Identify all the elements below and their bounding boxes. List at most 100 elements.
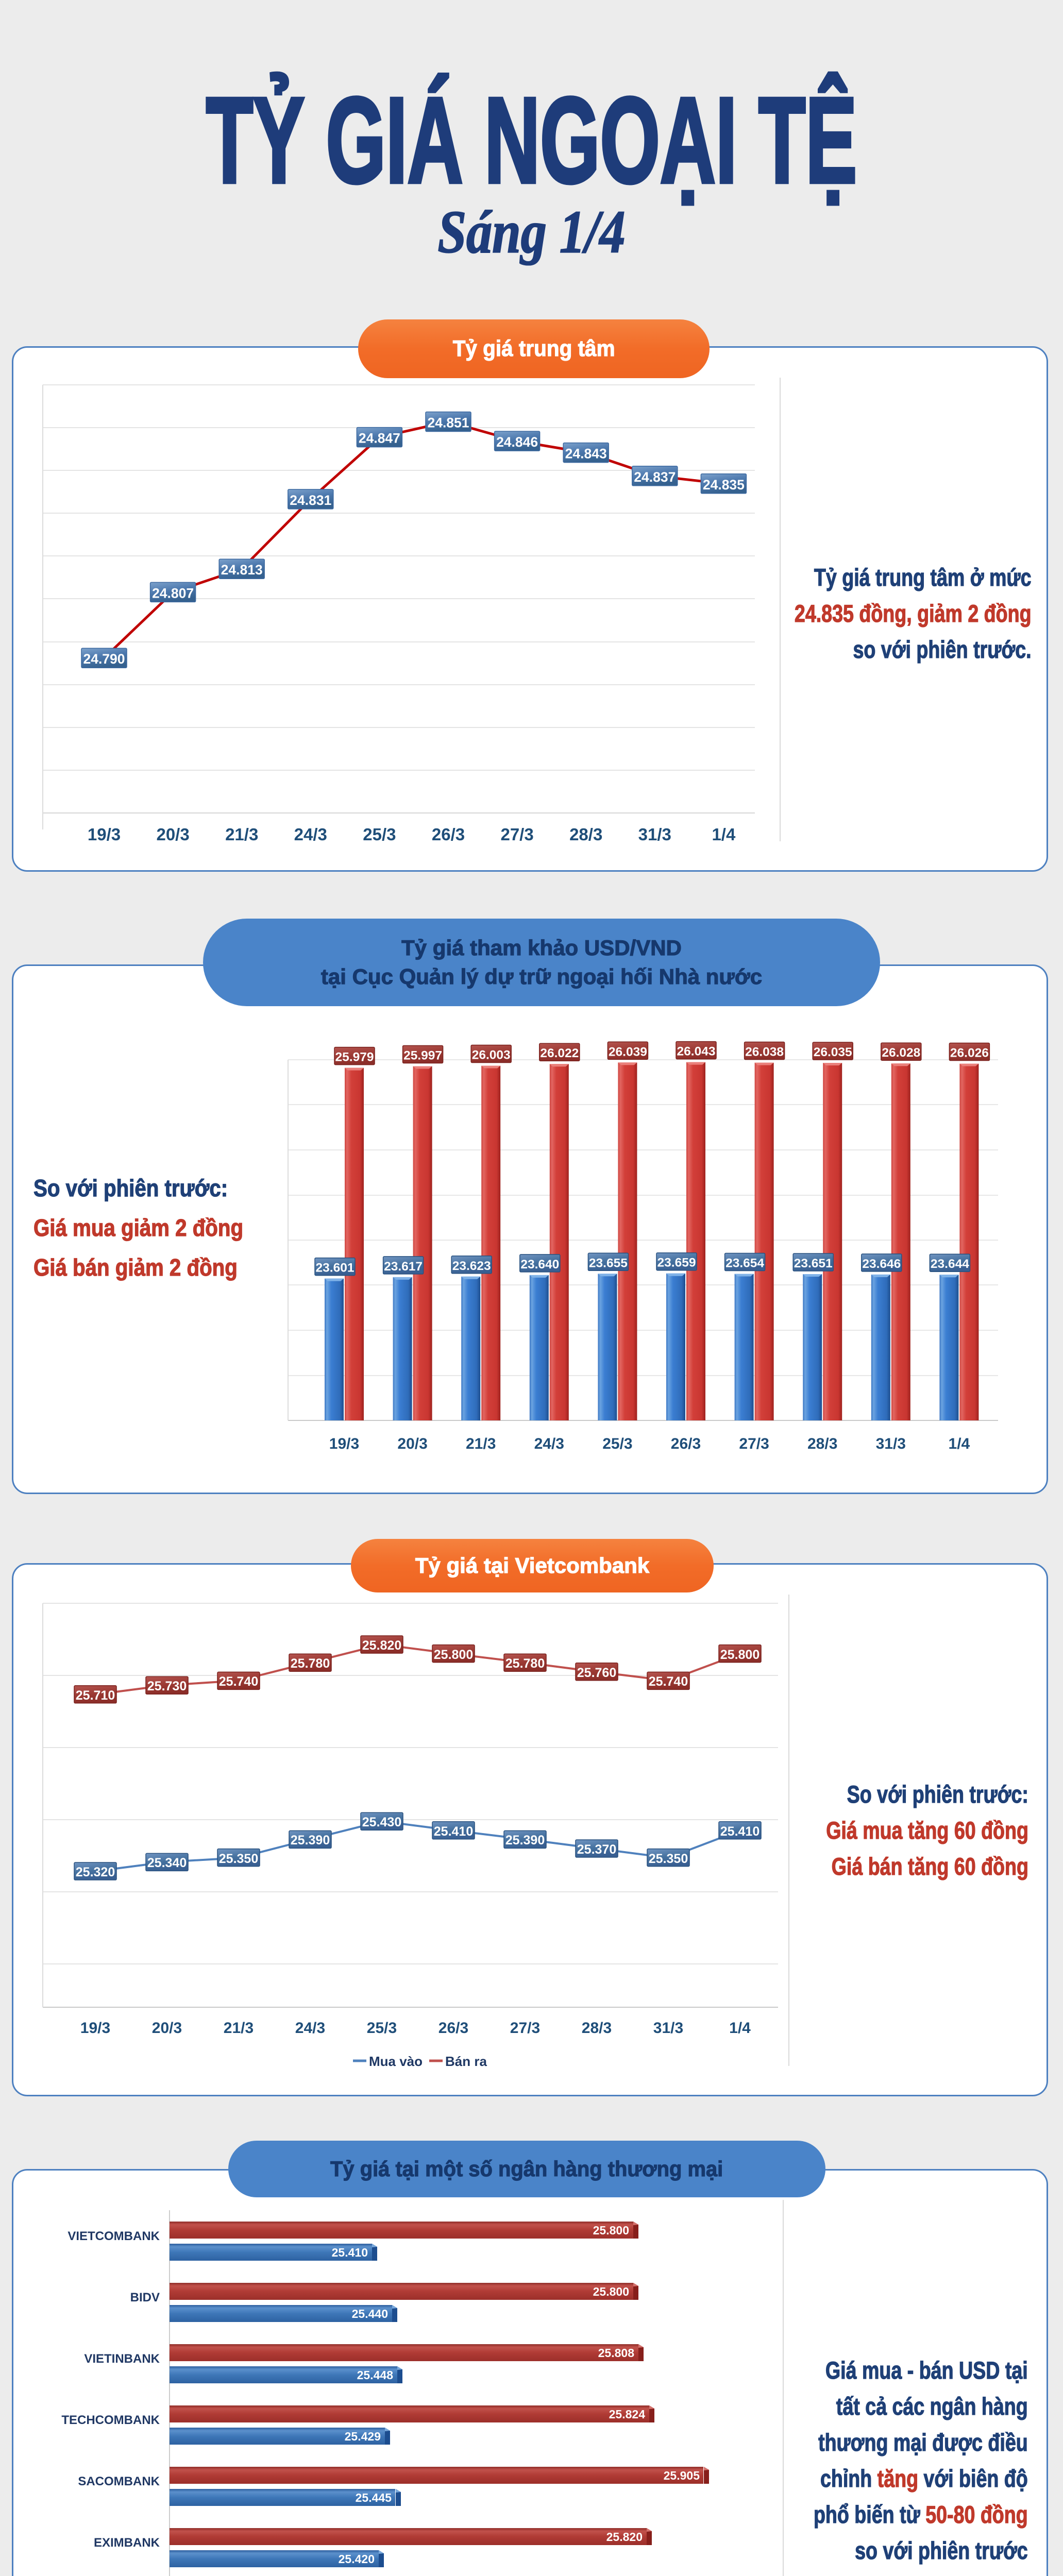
svg-text:23.617: 23.617 [384,1260,423,1274]
svg-text:24.831: 24.831 [290,493,331,508]
svg-text:25.429: 25.429 [345,2430,381,2443]
svg-text:27/3: 27/3 [739,1435,769,1452]
svg-text:25.979: 25.979 [335,1050,374,1064]
svg-text:25.710: 25.710 [76,1688,115,1703]
svg-text:23.623: 23.623 [452,1259,491,1273]
svg-text:25.420: 25.420 [339,2552,375,2566]
svg-text:Bán ra: Bán ra [445,2054,487,2069]
svg-text:25.808: 25.808 [598,2346,635,2360]
svg-text:26.043: 26.043 [677,1045,716,1059]
svg-text:25.905: 25.905 [664,2469,700,2482]
svg-text:26.038: 26.038 [745,1045,784,1059]
svg-text:26.022: 26.022 [540,1046,579,1060]
svg-text:25.410: 25.410 [434,1824,473,1839]
svg-text:SACOMBANK: SACOMBANK [78,2475,160,2488]
svg-text:25.410: 25.410 [720,1824,760,1839]
svg-text:20/3: 20/3 [397,1435,427,1452]
svg-text:25/3: 25/3 [367,2020,397,2037]
svg-text:27/3: 27/3 [510,2020,540,2037]
svg-text:25.800: 25.800 [720,1648,760,1662]
svg-text:28/3: 28/3 [569,825,602,844]
svg-text:25.440: 25.440 [352,2307,388,2320]
svg-text:27/3: 27/3 [500,825,533,844]
svg-text:25.820: 25.820 [362,1638,401,1653]
svg-text:25.430: 25.430 [362,1815,401,1829]
svg-text:25.824: 25.824 [609,2408,646,2421]
svg-text:21/3: 21/3 [224,2020,254,2037]
svg-text:25.800: 25.800 [434,1648,473,1662]
svg-text:24.843: 24.843 [565,446,607,462]
svg-text:24/3: 24/3 [294,825,327,844]
svg-text:1/4: 1/4 [949,1435,970,1452]
svg-text:25.740: 25.740 [649,1674,688,1689]
svg-text:19/3: 19/3 [329,1435,359,1452]
svg-text:23.644: 23.644 [931,1257,969,1271]
svg-text:23.640: 23.640 [520,1258,559,1272]
svg-text:25.448: 25.448 [357,2368,394,2382]
svg-text:20/3: 20/3 [152,2020,182,2037]
svg-text:25.997: 25.997 [403,1049,442,1063]
svg-text:24.847: 24.847 [359,431,400,446]
svg-text:20/3: 20/3 [156,825,189,844]
svg-text:21/3: 21/3 [225,825,258,844]
svg-text:23.659: 23.659 [657,1256,696,1270]
svg-text:25.760: 25.760 [577,1666,616,1680]
svg-text:25.730: 25.730 [147,1679,187,1693]
svg-text:25.740: 25.740 [219,1674,258,1689]
svg-text:25.370: 25.370 [577,1842,616,1857]
svg-text:25.800: 25.800 [593,2285,629,2298]
svg-text:23.601: 23.601 [316,1261,355,1275]
svg-text:23.646: 23.646 [862,1257,901,1271]
svg-text:26/3: 26/3 [432,825,465,844]
svg-text:28/3: 28/3 [807,1435,837,1452]
svg-text:25.820: 25.820 [606,2530,643,2544]
svg-text:25.390: 25.390 [291,1833,330,1848]
svg-text:25.320: 25.320 [76,1865,115,1879]
svg-text:26.035: 26.035 [814,1045,852,1059]
svg-text:25.800: 25.800 [593,2224,629,2237]
svg-text:19/3: 19/3 [88,825,121,844]
svg-text:25/3: 25/3 [363,825,396,844]
svg-text:26.026: 26.026 [950,1046,989,1060]
svg-text:1/4: 1/4 [712,825,736,844]
svg-text:24.807: 24.807 [152,585,194,601]
svg-text:VIETCOMBANK: VIETCOMBANK [68,2229,160,2243]
svg-text:TECHCOMBANK: TECHCOMBANK [61,2413,160,2427]
svg-text:26.003: 26.003 [472,1048,511,1062]
svg-text:26.028: 26.028 [882,1046,920,1060]
svg-text:24.837: 24.837 [634,469,676,485]
svg-text:25.445: 25.445 [356,2491,392,2504]
svg-text:24.835: 24.835 [703,477,745,493]
svg-text:1/4: 1/4 [729,2020,751,2037]
svg-text:21/3: 21/3 [466,1435,496,1452]
svg-text:24/3: 24/3 [295,2020,325,2037]
svg-text:25.390: 25.390 [505,1833,545,1848]
svg-text:28/3: 28/3 [582,2020,612,2037]
svg-text:31/3: 31/3 [653,2020,683,2037]
svg-text:EXIMBANK: EXIMBANK [94,2536,160,2550]
svg-text:BIDV: BIDV [130,2291,160,2304]
svg-text:25.780: 25.780 [505,1656,545,1671]
svg-text:26/3: 26/3 [671,1435,701,1452]
svg-text:24.846: 24.846 [496,434,538,450]
svg-text:25.340: 25.340 [147,1856,187,1870]
svg-text:24.790: 24.790 [83,651,125,667]
svg-text:19/3: 19/3 [80,2020,110,2037]
svg-text:31/3: 31/3 [876,1435,906,1452]
svg-text:24/3: 24/3 [534,1435,564,1452]
svg-text:24.851: 24.851 [427,415,469,431]
svg-text:25.410: 25.410 [332,2246,368,2259]
svg-text:25.780: 25.780 [291,1656,330,1671]
svg-text:25.350: 25.350 [219,1852,258,1866]
svg-text:26.039: 26.039 [609,1045,647,1059]
svg-text:25.350: 25.350 [649,1852,688,1866]
svg-text:24.813: 24.813 [221,562,263,578]
svg-text:26/3: 26/3 [438,2020,468,2037]
svg-text:Mua vào: Mua vào [369,2054,423,2069]
svg-text:31/3: 31/3 [638,825,671,844]
svg-text:23.655: 23.655 [589,1256,628,1270]
svg-text:25/3: 25/3 [602,1435,632,1452]
svg-text:VIETINBANK: VIETINBANK [84,2352,160,2366]
svg-text:23.654: 23.654 [725,1257,764,1270]
svg-text:23.651: 23.651 [794,1257,833,1270]
